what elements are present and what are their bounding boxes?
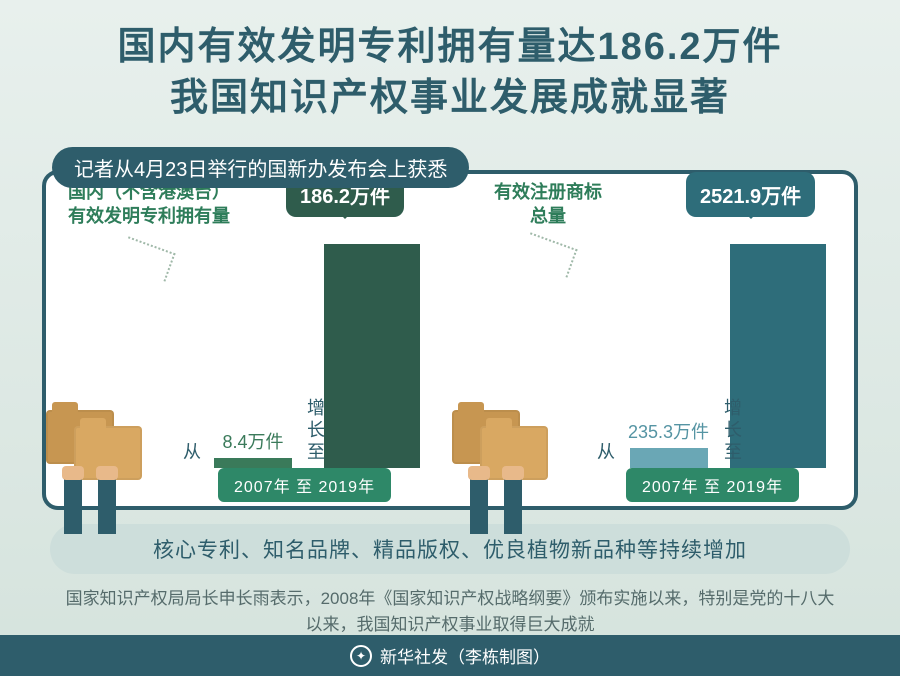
headline: 国内有效发明专利拥有量达186.2万件 我国知识产权事业发展成就显著 xyxy=(0,0,900,139)
from-label: 从 xyxy=(592,442,618,464)
body-text: 国家知识产权局局长申长雨表示，2008年《国家知识产权战略纲要》颁布实施以来，特… xyxy=(60,586,840,639)
from-label: 从 xyxy=(178,442,204,464)
left-big-bar xyxy=(324,244,420,468)
xinhua-logo-icon: ✦ xyxy=(350,645,372,667)
left-year-range: 2007年 至 2019年 xyxy=(218,468,391,502)
headline-line-1: 国内有效发明专利拥有量达186.2万件 xyxy=(40,22,860,73)
to-label: 增长至 xyxy=(719,398,745,464)
folder-hands-icon xyxy=(42,380,152,520)
left-bars-area: 从 8.4万件 增长至 xyxy=(178,398,328,468)
main-chart-box: 国内（不含港澳台） 有效发明专利拥有量 186.2万件 从 8.4万件 增长至 … xyxy=(42,170,858,510)
right-bars-area: 从 235.3万件 增长至 xyxy=(592,398,745,468)
right-big-value-bubble: 2521.9万件 xyxy=(686,172,815,217)
footer-source: 新华社发（李栋制图） xyxy=(380,643,550,668)
speech-tail-icon xyxy=(520,232,577,277)
speech-tail-icon xyxy=(118,236,175,281)
to-label: 增长至 xyxy=(302,398,328,464)
headline-line-2: 我国知识产权事业发展成就显著 xyxy=(40,73,860,124)
left-small-bar: 8.4万件 xyxy=(214,428,292,468)
subtitle-pill: 记者从4月23日举行的国新办发布会上获悉 xyxy=(52,147,469,188)
folder-hands-icon xyxy=(448,380,558,520)
right-chart-label: 有效注册商标 总量 xyxy=(468,180,628,229)
right-small-bar: 235.3万件 xyxy=(628,418,709,468)
footer: ✦ 新华社发（李栋制图） xyxy=(0,635,900,676)
summary-pill: 核心专利、知名品牌、精品版权、优良植物新品种等持续增加 xyxy=(50,524,850,574)
right-year-range: 2007年 至 2019年 xyxy=(626,468,799,502)
